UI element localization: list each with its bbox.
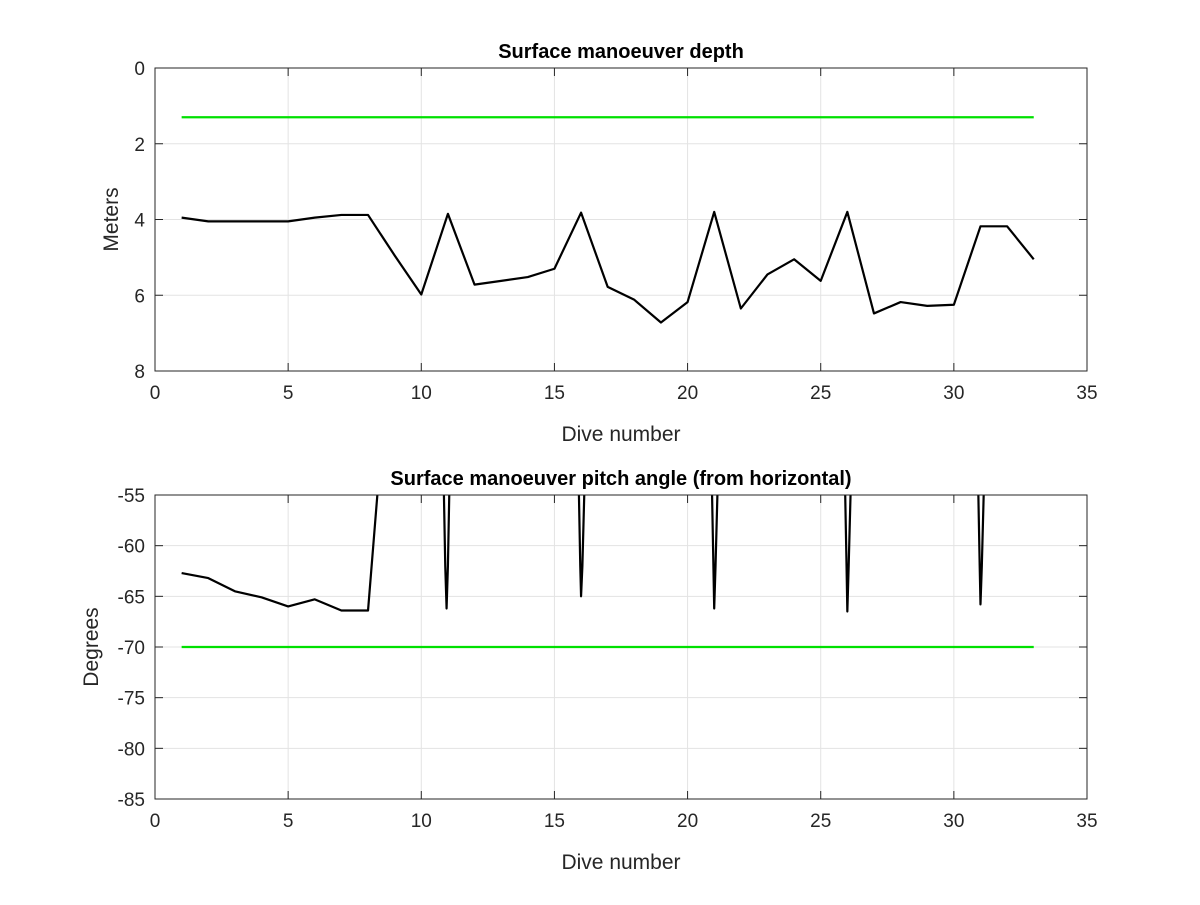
y-tick-label: -75 <box>118 689 145 710</box>
x-tick-label: 30 <box>943 383 964 404</box>
x-tick-label: 5 <box>283 383 294 404</box>
chart-1: 0 5 10 15 20 25 30 35 0 2 4 6 8 Surface manoeuver dep… <box>100 41 1098 446</box>
chart-2-series-group <box>181 495 1034 649</box>
x-tick-label: 30 <box>943 811 964 832</box>
chart-1-series-group <box>181 116 1035 324</box>
y-tick-label: -65 <box>118 587 145 608</box>
x-tick-label: 5 <box>283 811 294 832</box>
chart-2-x-axis-label: Dive number <box>561 851 680 874</box>
chart-2: 0 5 10 15 20 25 30 35 -55 -60 -65 -70 -75 -80 -85 Surfa… <box>80 468 1098 874</box>
chart-1-title: Surface manoeuver depth <box>498 41 744 63</box>
x-tick-label: 20 <box>677 383 698 404</box>
y-tick-label: 4 <box>134 211 145 232</box>
x-tick-label: 10 <box>411 383 432 404</box>
chart-1-data-line <box>181 210 1035 324</box>
y-tick-label: -70 <box>118 638 145 659</box>
x-tick-label: 35 <box>1076 383 1097 404</box>
x-tick-label: 0 <box>150 811 161 832</box>
chart-2-title: Surface manoeuver pitch angle (from hori… <box>390 468 851 490</box>
y-tick-label: 2 <box>134 135 145 156</box>
x-tick-label: 10 <box>411 811 432 832</box>
x-tick-label: 20 <box>677 811 698 832</box>
x-tick-label: 15 <box>544 383 565 404</box>
y-tick-label: -85 <box>118 790 145 811</box>
x-tick-label: 25 <box>810 811 831 832</box>
x-tick-label: 35 <box>1076 811 1097 832</box>
y-tick-label: -55 <box>118 486 145 507</box>
chart-2-y-axis-label: Degrees <box>80 607 103 686</box>
y-tick-label: -80 <box>118 739 145 760</box>
chart-1-x-axis-label: Dive number <box>561 423 680 446</box>
x-tick-label: 0 <box>150 383 161 404</box>
y-tick-label: -60 <box>118 537 145 558</box>
x-tick-label: 15 <box>544 811 565 832</box>
chart-1-y-axis-label: Meters <box>100 187 123 251</box>
y-tick-label: 8 <box>134 362 145 383</box>
x-tick-label: 25 <box>810 383 831 404</box>
y-tick-label: 6 <box>134 286 145 307</box>
y-tick-label: 0 <box>134 59 145 80</box>
